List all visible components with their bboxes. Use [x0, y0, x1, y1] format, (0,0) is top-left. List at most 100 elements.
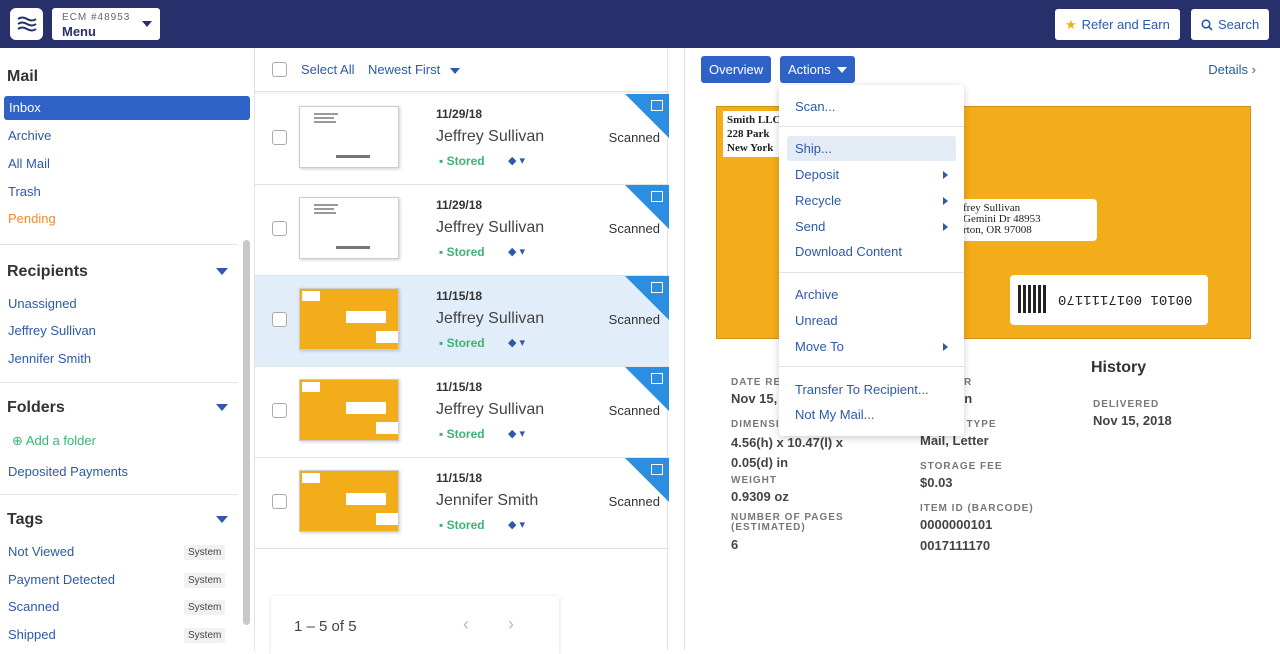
- sidebar-item-folder[interactable]: Deposited Payments: [8, 464, 128, 479]
- archive-box-icon: ▪: [439, 427, 447, 441]
- tag-dropdown[interactable]: ◆ ▾: [508, 155, 526, 167]
- mail-row[interactable]: 11/15/18 Jeffrey Sullivan ▪ Stored ◆ ▾ S…: [255, 367, 669, 458]
- archive-icon[interactable]: [651, 464, 663, 475]
- corner-flag: [625, 276, 669, 320]
- mail-recipient: Jeffrey Sullivan: [436, 310, 545, 327]
- mail-date: 11/15/18: [436, 289, 483, 303]
- row-checkbox[interactable]: [272, 130, 287, 145]
- select-all-checkbox[interactable]: [272, 62, 287, 77]
- tag-dropdown[interactable]: ◆ ▾: [508, 428, 526, 440]
- archive-box-icon: ▪: [439, 336, 447, 350]
- mail-date: 11/15/18: [436, 471, 483, 485]
- menu-item-ship[interactable]: Ship...: [795, 141, 832, 156]
- status-badge: ▪ Stored: [439, 518, 485, 532]
- menu-divider: [779, 126, 964, 127]
- field-label: DATE RE: [731, 377, 782, 388]
- tag-icon: ◆: [508, 428, 517, 440]
- chevron-right-icon[interactable]: ›: [508, 614, 514, 634]
- chevron-left-icon[interactable]: ‹: [463, 614, 469, 634]
- sidebar-item-tag[interactable]: Payment Detected: [8, 572, 115, 587]
- archive-icon[interactable]: [651, 100, 663, 111]
- details-link[interactable]: Details ›: [1208, 62, 1256, 77]
- archive-icon[interactable]: [651, 191, 663, 202]
- chevron-right-icon: [943, 171, 948, 179]
- sidebar-item-inbox[interactable]: Inbox: [4, 96, 250, 120]
- sidebar-item-pending[interactable]: Pending: [8, 211, 56, 226]
- tag-dropdown[interactable]: ◆ ▾: [508, 246, 526, 258]
- list-header: Select All Newest First: [255, 48, 669, 92]
- menu-item-download-content[interactable]: Download Content: [795, 244, 902, 259]
- sort-dropdown[interactable]: Newest First: [368, 62, 460, 77]
- waves-icon: [16, 16, 37, 32]
- mail-row[interactable]: 11/29/18 Jeffrey Sullivan ▪ Stored ◆ ▾ S…: [255, 94, 669, 185]
- menu-item-scan[interactable]: Scan...: [795, 99, 836, 114]
- envelope-thumbnail: [299, 106, 399, 168]
- sidebar-item-trash[interactable]: Trash: [8, 184, 41, 199]
- refer-and-earn-button[interactable]: ★ Refer and Earn: [1055, 9, 1180, 40]
- tags-collapse-icon[interactable]: [216, 516, 228, 523]
- folders-collapse-icon[interactable]: [216, 404, 228, 411]
- archive-icon[interactable]: [651, 282, 663, 293]
- status-badge: ▪ Stored: [439, 245, 485, 259]
- recipients-section-title: Recipients: [7, 263, 88, 280]
- history-event-label: DELIVERED: [1093, 399, 1160, 410]
- menu-item-not-my-mail[interactable]: Not My Mail...: [795, 407, 875, 422]
- corner-flag: [625, 94, 669, 138]
- detail-pane: Overview Actions Details › Smith LLC 228…: [684, 48, 1280, 651]
- mail-recipient: Jeffrey Sullivan: [436, 219, 545, 236]
- menu-item-send[interactable]: Send: [795, 219, 826, 234]
- divider: [0, 494, 238, 495]
- menu-item-deposit[interactable]: Deposit: [795, 167, 840, 182]
- sidebar: Mail Inbox Archive All Mail Trash Pendin…: [0, 48, 254, 651]
- chevron-right-icon: [943, 197, 948, 205]
- mail-section-title: Mail: [7, 68, 39, 85]
- tags-section-title: Tags: [7, 511, 44, 528]
- sidebar-scrollbar[interactable]: [243, 240, 250, 625]
- field-value: 4.56(h) x 10.47(l) x 0.05(d) in: [731, 435, 843, 470]
- sidebar-item-all-mail[interactable]: All Mail: [8, 156, 50, 171]
- sidebar-item-recipient[interactable]: Jennifer Smith: [8, 351, 92, 366]
- add-folder-button[interactable]: ⊕ Add a folder: [12, 433, 96, 449]
- mail-row[interactable]: 11/29/18 Jeffrey Sullivan ▪ Stored ◆ ▾ S…: [255, 185, 669, 276]
- history-event-date: Nov 15, 2018: [1093, 413, 1172, 428]
- top-bar: ECM #48953 Menu ★ Refer and Earn Search: [0, 0, 1280, 48]
- search-button[interactable]: Search: [1191, 9, 1270, 40]
- sidebar-item-recipient[interactable]: Jeffrey Sullivan: [8, 323, 96, 338]
- tag-dropdown[interactable]: ◆ ▾: [508, 519, 526, 531]
- row-checkbox[interactable]: [272, 494, 287, 509]
- menu-item-recycle[interactable]: Recycle: [795, 193, 842, 208]
- sidebar-item-archive[interactable]: Archive: [8, 128, 52, 143]
- menu-item-unread[interactable]: Unread: [795, 313, 838, 328]
- mail-recipient: Jeffrey Sullivan: [436, 401, 545, 418]
- tag-dropdown[interactable]: ◆ ▾: [508, 337, 526, 349]
- chevron-down-icon: [142, 21, 152, 27]
- mail-row[interactable]: 11/15/18 Jeffrey Sullivan ▪ Stored ◆ ▾ S…: [255, 276, 669, 367]
- sidebar-item-tag[interactable]: Shipped: [8, 627, 56, 642]
- divider: [0, 244, 238, 245]
- add-folder-label: Add a folder: [25, 433, 96, 448]
- row-checkbox[interactable]: [272, 312, 287, 327]
- field-value: 0000000101: [920, 517, 993, 532]
- archive-box-icon: ▪: [439, 518, 447, 532]
- archive-icon[interactable]: [651, 373, 663, 384]
- mail-date: 11/29/18: [436, 107, 483, 121]
- actions-button[interactable]: Actions: [780, 56, 855, 83]
- sidebar-item-tag[interactable]: Not Viewed: [8, 544, 75, 559]
- row-checkbox[interactable]: [272, 403, 287, 418]
- menu-item-archive[interactable]: Archive: [795, 287, 839, 302]
- mail-row[interactable]: 11/15/18 Jennifer Smith ▪ Stored ◆ ▾ Sca…: [255, 458, 669, 549]
- sidebar-item-tag[interactable]: Scanned: [8, 599, 60, 614]
- account-menu-button[interactable]: ECM #48953 Menu: [52, 8, 160, 40]
- menu-item-move-to[interactable]: Move To: [795, 339, 844, 354]
- overview-button[interactable]: Overview: [701, 56, 772, 83]
- row-checkbox[interactable]: [272, 221, 287, 236]
- tag-icon: ◆: [508, 246, 517, 258]
- sidebar-item-recipient[interactable]: Unassigned: [8, 296, 77, 311]
- mail-date: 11/29/18: [436, 198, 483, 212]
- app-logo-button[interactable]: [10, 8, 43, 40]
- recipients-collapse-icon[interactable]: [216, 268, 228, 275]
- mail-recipient: Jennifer Smith: [436, 492, 539, 509]
- menu-item-transfer-to-recipient[interactable]: Transfer To Recipient...: [795, 382, 929, 397]
- select-all-link[interactable]: Select All: [301, 62, 355, 77]
- chevron-down-icon: [449, 67, 460, 74]
